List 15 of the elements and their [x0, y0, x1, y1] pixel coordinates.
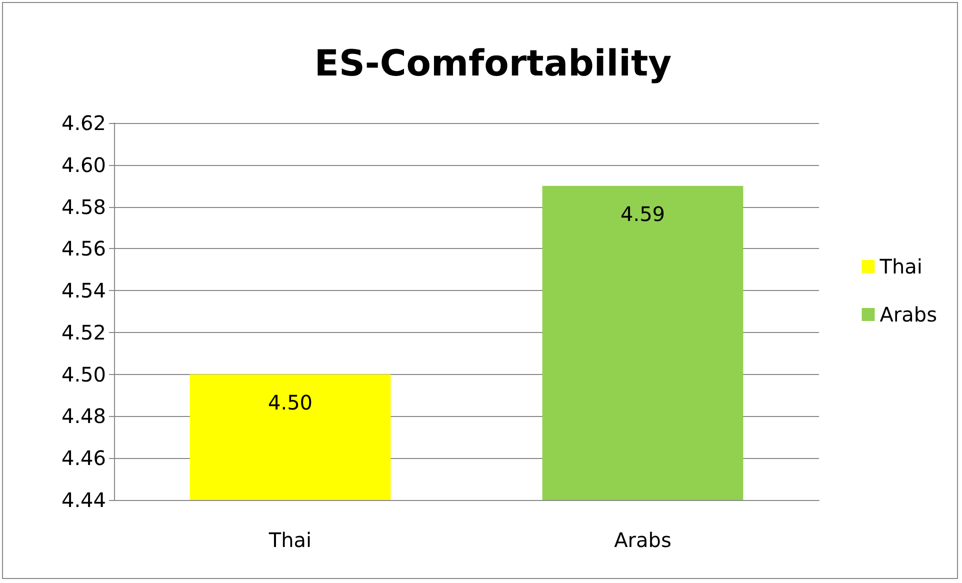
text: 4.52	[61, 320, 106, 344]
text: 4.56	[61, 236, 106, 261]
text: 4.48	[61, 404, 106, 428]
text: 4.44	[61, 488, 106, 512]
data-label: 4.59	[620, 202, 666, 226]
text: 4.62	[61, 111, 106, 135]
text: 4.50	[61, 362, 106, 386]
text: 4.58	[61, 194, 106, 219]
chart-title: ES-Comfortability	[314, 44, 672, 84]
text: 4.54	[61, 278, 106, 303]
legend-label: Thai	[878, 254, 922, 278]
data-label: 4.50	[268, 390, 313, 414]
text: 4.46	[61, 446, 106, 470]
text: 4.60	[61, 152, 106, 177]
legend-label: Arabs	[880, 302, 938, 326]
